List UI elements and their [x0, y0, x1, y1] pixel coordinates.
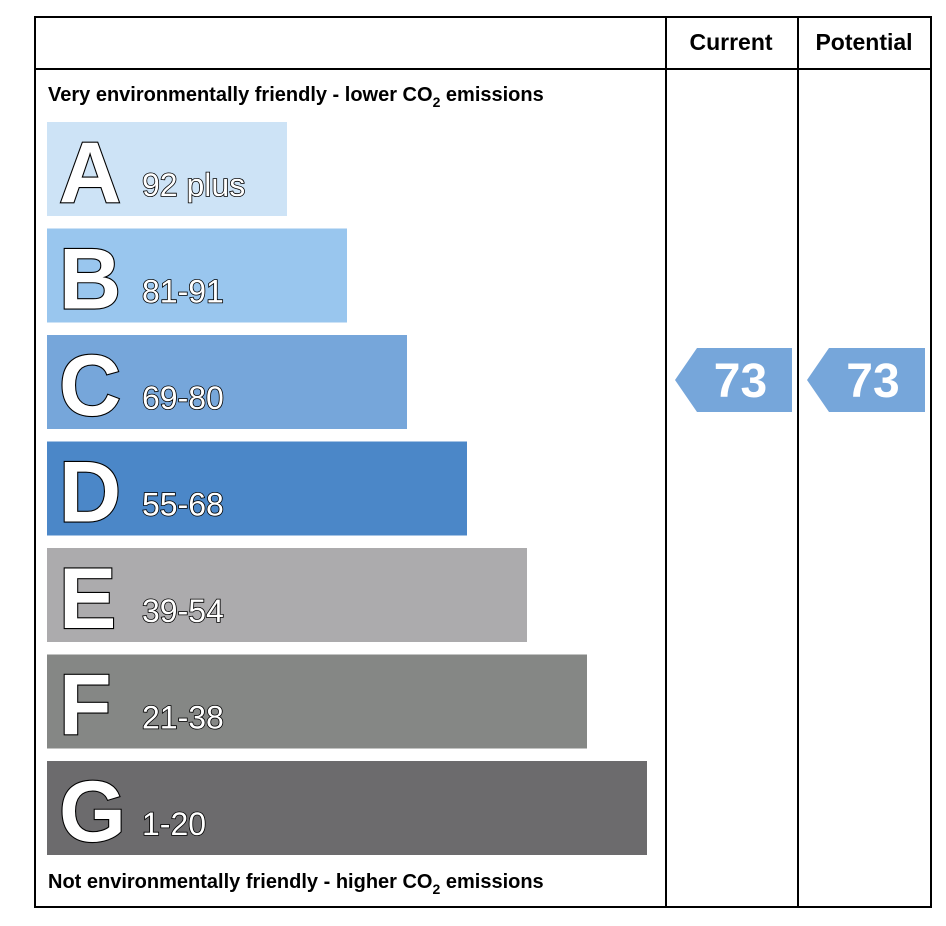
- band-range-a: 92 plus: [142, 167, 245, 203]
- band-bar-f: [47, 654, 587, 749]
- band-range-d: 55-68: [142, 487, 224, 523]
- potential-score-arrow-value: 73: [846, 355, 899, 408]
- band-letter-d: D: [59, 445, 121, 541]
- potential-score-arrow-shape: [807, 348, 925, 412]
- band-c: C 69-80: [47, 335, 407, 435]
- band-bar-d: [47, 441, 467, 536]
- outer-border: [34, 16, 932, 908]
- bottom-caption-subscript: 2: [433, 881, 441, 897]
- band-letter-c: C: [59, 338, 121, 434]
- band-bar-b: [47, 228, 347, 323]
- band-g: G 1-20: [47, 761, 647, 861]
- current-score-arrow: 73: [675, 348, 792, 412]
- band-letter-g: G: [59, 764, 126, 860]
- band-range-c: 69-80: [142, 380, 224, 416]
- current-column-header: Current: [689, 29, 772, 55]
- potential-column-header: Potential: [815, 29, 912, 55]
- top-caption: Very environmentally friendly - lower CO…: [48, 84, 544, 110]
- potential-score-arrow: 73: [807, 348, 925, 412]
- bottom-caption: Not environmentally friendly - higher CO…: [48, 871, 544, 897]
- band-range-g: 1-20: [142, 806, 206, 842]
- band-letter-f: F: [59, 658, 112, 754]
- band-bar-e: [47, 548, 527, 642]
- current-score-arrow-value: 73: [714, 355, 767, 408]
- band-a: A 92 plus: [47, 122, 287, 222]
- rating-bands: A 92 plus B 81-91 C 69-80 D 55-68 E 39-54 F 21-38 G 1…: [47, 122, 647, 861]
- top-caption-subscript: 2: [433, 94, 441, 110]
- band-bar-g: [47, 761, 647, 855]
- band-bar-c: [47, 335, 407, 429]
- score-arrows: 73 73: [675, 348, 925, 412]
- band-d: D 55-68: [47, 441, 467, 542]
- top-caption-suffix: emissions: [440, 84, 543, 106]
- band-letter-b: B: [59, 232, 121, 328]
- current-score-arrow-shape: [675, 348, 792, 412]
- top-caption-text: Very environmentally friendly - lower CO: [48, 84, 433, 106]
- bottom-caption-suffix: emissions: [440, 871, 543, 893]
- band-range-b: 81-91: [142, 274, 224, 310]
- band-range-e: 39-54: [142, 593, 224, 629]
- band-bar-a: [47, 122, 287, 216]
- chart-frame: [34, 16, 932, 908]
- band-e: E 39-54: [47, 548, 527, 648]
- band-b: B 81-91: [47, 228, 347, 329]
- bottom-caption-text: Not environmentally friendly - higher CO: [48, 871, 433, 893]
- band-range-f: 21-38: [142, 700, 224, 736]
- band-letter-e: E: [59, 551, 116, 647]
- band-letter-a: A: [59, 125, 121, 221]
- band-f: F 21-38: [47, 654, 587, 755]
